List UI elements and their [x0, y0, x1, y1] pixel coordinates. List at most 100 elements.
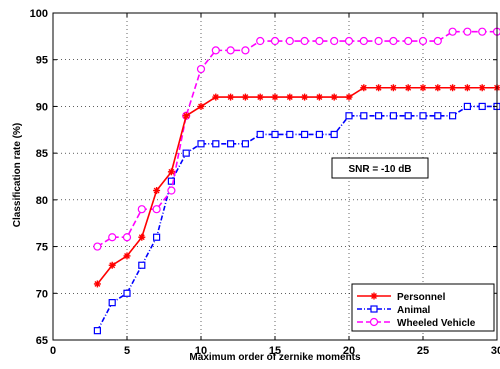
wheeled-vehicle-point [389, 36, 398, 46]
animal-point [271, 130, 279, 139]
series-layer [93, 27, 500, 335]
wheeled-vehicle-point [404, 36, 413, 46]
x-tick-label: 20 [343, 345, 355, 357]
wheeled-vehicle-point [285, 36, 294, 46]
personnel-point [301, 93, 309, 101]
animal-point [301, 130, 309, 139]
personnel-point [345, 93, 353, 101]
wheeled-vehicle-point [315, 36, 324, 46]
personnel-point [286, 93, 294, 101]
personnel-point [227, 93, 235, 101]
legend-personnel-marker-stroke [371, 293, 377, 299]
personnel-point [241, 93, 249, 101]
wheeled-vehicle-point [270, 36, 280, 46]
x-tick-label: 30 [491, 345, 500, 357]
animal-point [93, 327, 102, 335]
y-tick-label: 70 [36, 288, 48, 300]
legend-wheeled-vehicle-point [369, 317, 379, 327]
animal-point [315, 130, 323, 139]
legend-animal-point [370, 305, 378, 313]
y-tick-label: 85 [36, 148, 48, 160]
wheeled-vehicle-line [96, 30, 497, 248]
animal-point [108, 299, 116, 307]
personnel-marker-stroke [464, 84, 471, 91]
personnel-marker-stroke [360, 84, 367, 91]
personnel-marker-stroke [257, 94, 264, 101]
animal-point [419, 112, 427, 120]
personnel-point [93, 280, 101, 288]
personnel-point [123, 252, 131, 260]
personnel-point [389, 84, 397, 92]
wheeled-vehicle-point [300, 36, 309, 46]
legend: Personnel Animal Wheeled Vehicle [351, 283, 495, 332]
wheeled-vehicle-point [344, 36, 354, 46]
animal-point [389, 112, 397, 120]
wheeled-vehicle-point [167, 186, 176, 195]
personnel-point [108, 261, 116, 269]
personnel-marker-stroke [198, 103, 204, 110]
personnel-marker-stroke [405, 84, 412, 91]
x-tick-label: 15 [269, 345, 281, 357]
annotation-frame [331, 157, 429, 179]
wheeled-vehicle-point [448, 27, 457, 36]
personnel-marker-stroke [479, 84, 486, 91]
personnel-point [271, 93, 279, 101]
animal-point [138, 261, 146, 269]
legend-item-personnel: Personnel [357, 292, 446, 303]
legend-items: Personnel Animal Wheeled Vehicle [357, 292, 476, 329]
annotation-text: SNR = -10 dB [348, 164, 411, 175]
animal-point [449, 112, 457, 120]
personnel-point [212, 93, 220, 101]
x-tick-label: 5 [124, 345, 130, 357]
personnel-line [96, 86, 497, 285]
personnel-marker-stroke [94, 280, 101, 287]
wheeled-vehicle-point [211, 46, 220, 55]
animal-point [182, 149, 190, 157]
personnel-marker-stroke [331, 94, 338, 101]
wheeled-vehicle-point [241, 46, 250, 55]
animal-point [330, 130, 338, 139]
personnel-marker-stroke [346, 94, 352, 101]
wheeled-vehicle-point [93, 242, 102, 251]
personnel-point [315, 93, 323, 101]
personnel-point [434, 84, 442, 92]
animal-point [212, 140, 220, 148]
personnel-point [404, 84, 412, 92]
legend-personnel-point [370, 292, 378, 300]
personnel-marker-stroke [434, 84, 441, 91]
personnel-marker-stroke [109, 262, 116, 269]
wheeled-vehicle-point [463, 27, 472, 36]
personnel-marker-stroke [242, 94, 249, 101]
personnel-point [360, 84, 368, 92]
wheeled-vehicle-point [359, 36, 368, 46]
personnel-point [197, 102, 205, 110]
wheeled-vehicle-point [374, 36, 383, 46]
personnel-marker-stroke [449, 84, 456, 91]
axis-ticks: 0 5 10 15 20 25 30 65 70 75 80 85 90 95 100 [30, 8, 500, 357]
annotation-box: SNR = -10 dB [331, 157, 429, 179]
personnel-marker-stroke [183, 112, 190, 119]
animal-line [96, 105, 497, 332]
personnel-point [256, 93, 264, 101]
personnel-point [375, 84, 383, 92]
personnel-marker-stroke [301, 94, 308, 101]
animal-point [227, 140, 235, 148]
animal-point [360, 112, 368, 120]
personnel-marker-stroke [420, 84, 426, 91]
legend-item-animal: Animal [357, 305, 431, 316]
wheeled-vehicle-point [330, 36, 339, 46]
y-axis-title: Classification rate (%) [12, 123, 23, 227]
animal-point [286, 130, 294, 139]
y-tick-label: 80 [36, 195, 48, 207]
wheeled-vehicle-point [226, 46, 235, 55]
personnel-point [330, 93, 338, 101]
animal-point [404, 112, 412, 120]
wheeled-vehicle-point [418, 36, 428, 46]
legend-label-personnel: Personnel [397, 292, 446, 303]
wheeled-vehicle-point [137, 205, 146, 214]
y-tick-label: 65 [36, 335, 48, 347]
wheeled-vehicle-point [108, 233, 117, 242]
personnel-marker-stroke [390, 84, 397, 91]
personnel-marker-stroke [138, 234, 145, 241]
